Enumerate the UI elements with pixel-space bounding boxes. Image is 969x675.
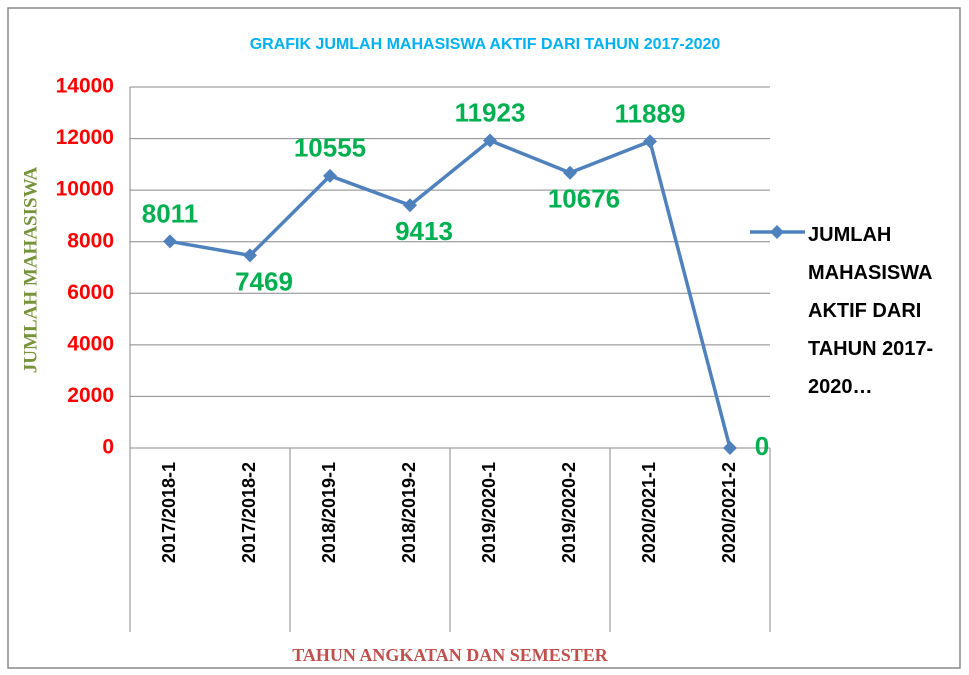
series-marker	[403, 198, 417, 213]
x-tick-label: 2020/2021-2	[719, 462, 739, 563]
data-label: 8011	[142, 198, 198, 228]
data-label: 11923	[455, 97, 526, 127]
series-marker	[483, 133, 497, 148]
y-tick-label: 6000	[67, 281, 114, 304]
y-tick-label: 12000	[56, 126, 114, 149]
y-tick-label: 0	[102, 436, 114, 459]
x-tick-label: 2018/2019-1	[319, 462, 339, 563]
series-marker	[163, 234, 177, 249]
data-label: 9413	[395, 216, 453, 246]
series-marker	[723, 441, 737, 455]
x-tick-label: 2019/2020-2	[559, 462, 579, 563]
series-marker	[563, 165, 577, 180]
x-tick-label: 2017/2018-1	[159, 462, 179, 563]
data-label: 0	[755, 431, 769, 461]
legend-label: JUMLAH MAHASISWA AKTIF DARI TAHUN 2017-2…	[808, 224, 934, 398]
x-tick-label: 2017/2018-2	[239, 462, 259, 563]
series-marker	[323, 168, 337, 183]
y-axis-label: JUMLAH MAHASISWA	[20, 167, 41, 374]
series-marker	[243, 248, 257, 263]
x-tick-label: 2019/2020-1	[479, 462, 499, 563]
y-tick-label: 14000	[56, 75, 114, 98]
series-marker	[643, 134, 657, 149]
data-label: 7469	[235, 266, 293, 296]
chart-title: GRAFIK JUMLAH MAHASISWA AKTIF DARI TAHUN…	[250, 36, 721, 53]
legend-marker	[770, 225, 784, 239]
x-tick-label: 2020/2021-1	[639, 462, 659, 563]
y-tick-label: 10000	[56, 178, 114, 201]
y-tick-label: 2000	[67, 384, 114, 407]
data-label: 11889	[615, 98, 686, 128]
y-tick-label: 4000	[67, 332, 114, 355]
x-axis-label: TAHUN ANGKATAN DAN SEMESTER	[292, 645, 609, 665]
series-line	[169, 138, 732, 449]
chart-border	[7, 7, 961, 669]
data-label: 10676	[548, 184, 620, 214]
data-label: 10555	[294, 133, 366, 163]
y-tick-label: 8000	[67, 229, 114, 252]
x-tick-label: 2018/2019-2	[399, 462, 419, 563]
